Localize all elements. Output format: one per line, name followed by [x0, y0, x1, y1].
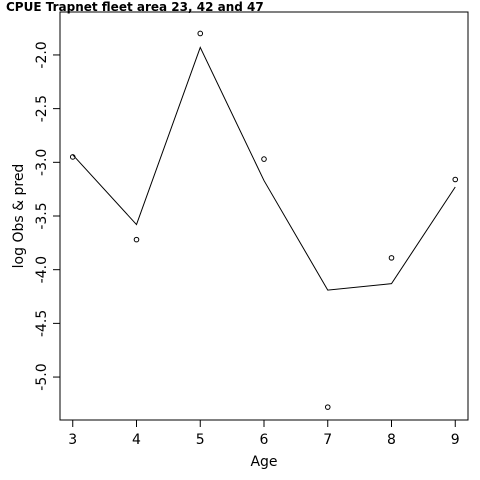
y-tick-label: -4.5 — [34, 310, 50, 337]
x-tick-label: 7 — [323, 432, 332, 448]
x-tick-label: 4 — [132, 432, 141, 448]
observed-point — [388, 255, 395, 261]
observed-point — [452, 176, 459, 183]
y-axis-label: log Obs & pred — [11, 164, 27, 269]
observed-point — [197, 30, 204, 37]
observed-point — [133, 236, 140, 243]
predicted-line — [72, 46, 456, 291]
x-axis-label: Age — [250, 454, 277, 470]
y-tick-label: -3.0 — [34, 149, 50, 176]
y-tick-label: -2.5 — [34, 95, 50, 122]
x-tick-label: 5 — [196, 432, 205, 448]
observed-point — [261, 156, 267, 162]
y-tick-label: -5.0 — [34, 363, 50, 390]
y-tick-label: -4.0 — [34, 256, 50, 283]
x-tick-label: 8 — [387, 432, 396, 448]
y-axis: -2.0 -2.5 -3.0 -3.5 -4.0 -4.5 -5.0 — [34, 41, 60, 391]
y-tick-label: -3.5 — [34, 202, 50, 229]
x-tick-label: 9 — [451, 432, 460, 448]
x-tick-label: 6 — [260, 432, 269, 448]
y-tick-label: -2.0 — [34, 41, 50, 68]
x-tick-label: 3 — [68, 432, 77, 448]
series-layer — [69, 30, 459, 410]
chart-title: CPUE Trapnet fleet area 23, 42 and 47 — [6, 0, 264, 14]
x-axis: 3 4 5 6 7 8 9 — [68, 420, 460, 448]
observed-point — [324, 404, 331, 410]
